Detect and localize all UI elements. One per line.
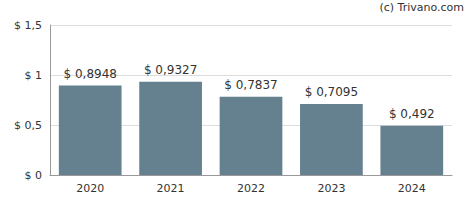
svg-text:2020: 2020 [76, 182, 104, 195]
svg-text:$ 1: $ 1 [25, 69, 43, 82]
svg-text:$ 0,9327: $ 0,9327 [144, 63, 197, 77]
svg-text:$ 0,7837: $ 0,7837 [224, 78, 277, 92]
svg-text:$ 0,7095: $ 0,7095 [305, 85, 358, 99]
svg-text:2022: 2022 [237, 182, 265, 195]
svg-text:2021: 2021 [157, 182, 185, 195]
svg-text:2023: 2023 [317, 182, 345, 195]
svg-text:$ 0,8948: $ 0,8948 [63, 67, 116, 81]
svg-text:$ 0: $ 0 [25, 169, 43, 182]
svg-text:$ 0,492: $ 0,492 [389, 107, 435, 121]
svg-text:$ 0,5: $ 0,5 [14, 119, 42, 132]
svg-text:$ 1,5: $ 1,5 [14, 19, 42, 32]
svg-text:2024: 2024 [398, 182, 426, 195]
svg-text:(c) Trivano.com: (c) Trivano.com [379, 1, 464, 14]
